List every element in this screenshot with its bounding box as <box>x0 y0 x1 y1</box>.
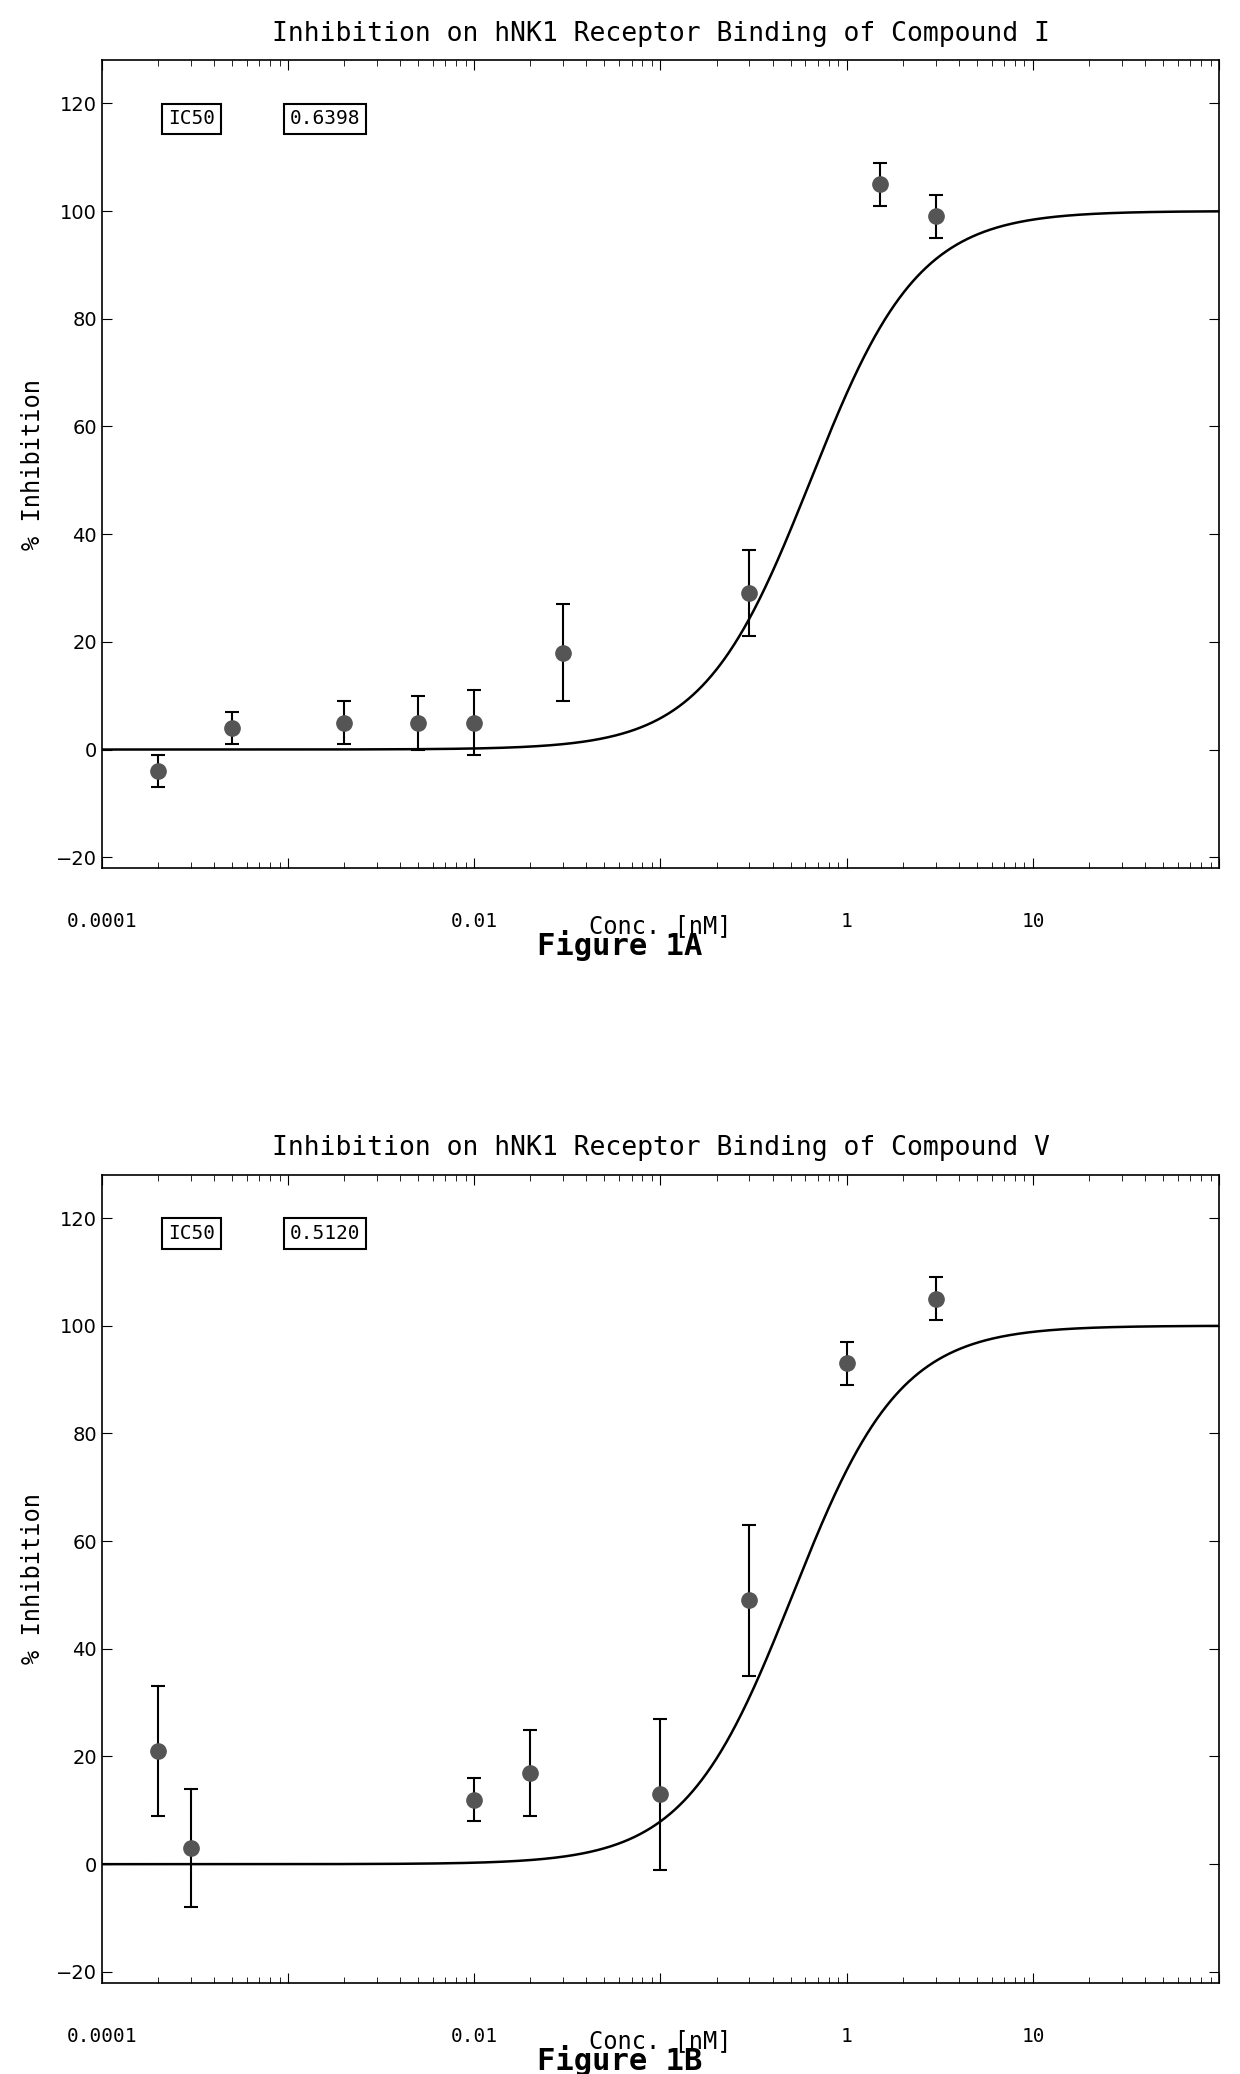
Text: IC50: IC50 <box>167 1224 215 1242</box>
Text: IC50: IC50 <box>167 110 215 129</box>
Text: 10: 10 <box>1022 913 1044 931</box>
Text: 0.5120: 0.5120 <box>290 1224 361 1242</box>
Text: 1: 1 <box>841 2026 853 2047</box>
X-axis label: Conc. [nM]: Conc. [nM] <box>589 2028 732 2053</box>
Text: 0.6398: 0.6398 <box>290 110 361 129</box>
Text: Figure 1A: Figure 1A <box>537 931 703 960</box>
Title: Inhibition on hNK1 Receptor Binding of Compound I: Inhibition on hNK1 Receptor Binding of C… <box>272 21 1049 48</box>
Text: 0.01: 0.01 <box>451 913 497 931</box>
Text: 0.0001: 0.0001 <box>67 913 138 931</box>
Title: Inhibition on hNK1 Receptor Binding of Compound V: Inhibition on hNK1 Receptor Binding of C… <box>272 1134 1049 1161</box>
Y-axis label: % Inhibition: % Inhibition <box>21 380 45 550</box>
Text: Figure 1B: Figure 1B <box>537 2045 703 2074</box>
Text: 0.0001: 0.0001 <box>67 2026 138 2047</box>
Text: 0.01: 0.01 <box>451 2026 497 2047</box>
Text: 1: 1 <box>841 913 853 931</box>
X-axis label: Conc. [nM]: Conc. [nM] <box>589 915 732 940</box>
Text: 10: 10 <box>1022 2026 1044 2047</box>
Y-axis label: % Inhibition: % Inhibition <box>21 1493 45 1663</box>
